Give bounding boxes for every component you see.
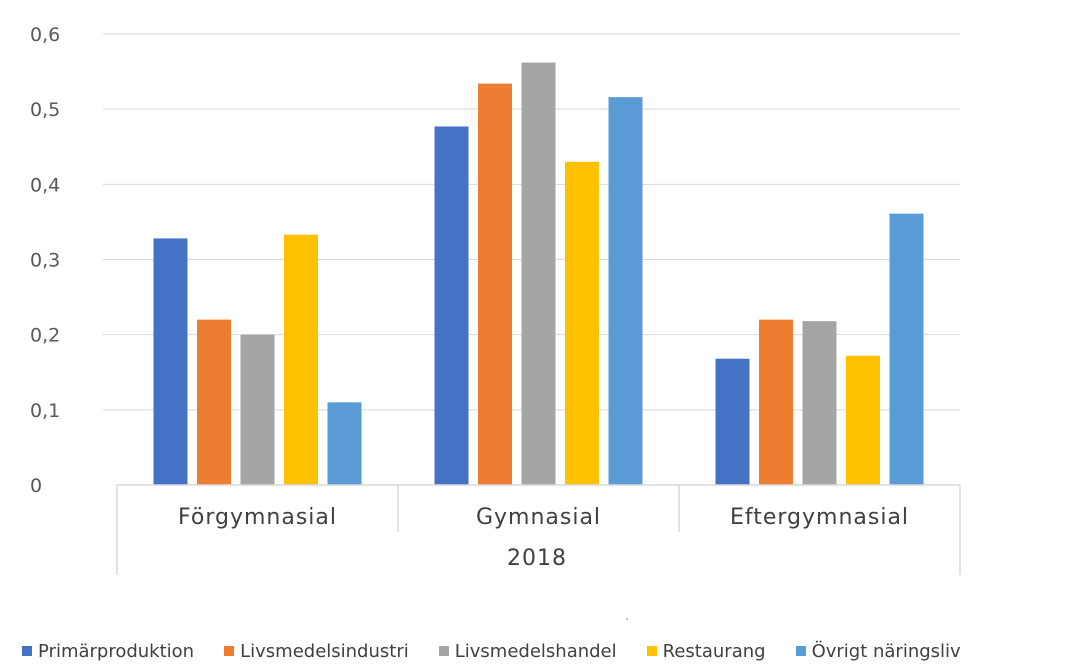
legend-item: Livsmedelsindustri [224,641,409,662]
bar [284,234,318,485]
x-tick-label: Eftergymnasial [730,505,909,530]
bar [889,213,924,486]
legend-label: Primärproduktion [38,640,195,662]
legend-item: Primärproduktion [22,641,194,662]
bar [565,161,599,486]
legend-item: Livsmedelshandel [438,640,617,662]
bar [608,97,643,485]
y-tick-label: 0,3 [30,250,60,272]
legend-label: Övrigt näringsliv [811,640,961,662]
x-tick-label: Förgymnasial [178,505,337,530]
bar [197,319,231,485]
bar [240,334,275,485]
y-tick-label: 0,5 [30,99,60,121]
bar [521,62,556,486]
bar [434,126,469,485]
legend-label: Livsmedelshandel [454,640,617,662]
legend-swatch [438,646,449,656]
stray-dot [626,618,628,620]
legend-swatch [22,646,32,656]
x-axis-label: 2018 [507,546,567,571]
legend-swatch [224,646,235,656]
y-axis-ticks: 0 0,1 0,2 0,3 0,4 0,5 0,6 [30,24,60,497]
bar [846,355,880,485]
bar [759,319,793,485]
bar-chart: 0 0,1 0,2 0,3 0,4 0,5 0,6 Förgymnasial Gymnasia… [30,24,961,575]
legend-item: Restaurang [646,640,766,662]
legend-label: Restaurang [662,640,766,662]
legend: Primärproduktion Livsmedelsindustri Livsme… [22,640,961,662]
bar [802,321,837,485]
y-tick-label: 0,2 [30,325,60,347]
y-tick-label: 0,6 [30,24,60,46]
category-axis: Förgymnasial Gymnasial Eftergymnasial [116,484,961,575]
bar [715,358,750,485]
bar [327,402,362,485]
bars [153,62,924,486]
y-tick-label: 0 [30,475,42,497]
y-tick-label: 0,4 [30,174,60,196]
legend-label: Livsmedelsindustri [240,640,409,662]
legend-swatch [795,646,806,656]
legend-swatch [646,646,657,656]
x-tick-label: Gymnasial [476,505,601,530]
legend-item: Övrigt näringsliv [795,640,961,662]
bar [153,238,188,485]
y-tick-label: 0,1 [30,400,60,422]
bar [478,83,512,486]
